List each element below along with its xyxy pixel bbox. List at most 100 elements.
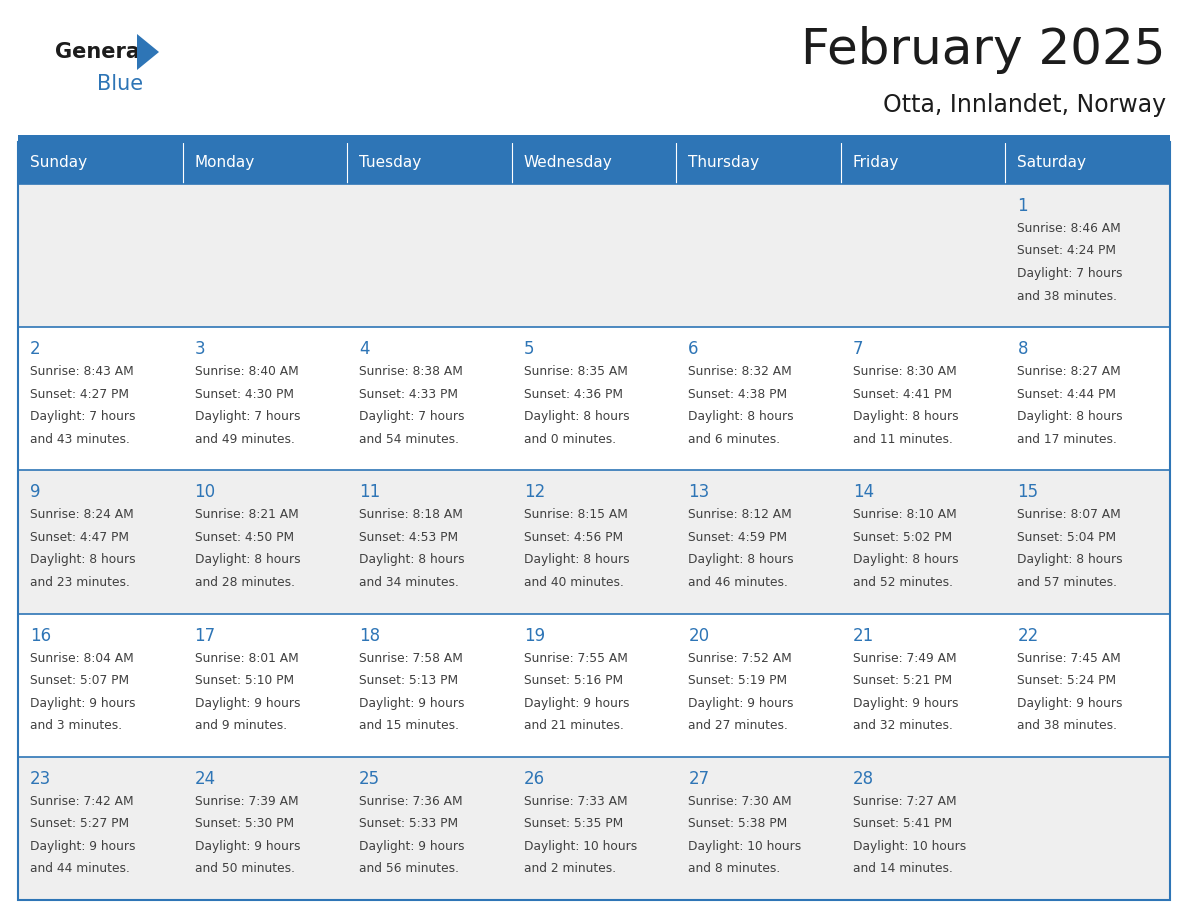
Text: Sunrise: 8:12 AM: Sunrise: 8:12 AM [688,509,792,521]
Text: Sunset: 4:33 PM: Sunset: 4:33 PM [359,387,459,400]
Text: Sunrise: 7:30 AM: Sunrise: 7:30 AM [688,795,792,808]
Text: Sunrise: 7:55 AM: Sunrise: 7:55 AM [524,652,627,665]
Text: and 34 minutes.: and 34 minutes. [359,576,459,589]
Text: and 38 minutes.: and 38 minutes. [1017,289,1118,303]
Text: Sunset: 4:44 PM: Sunset: 4:44 PM [1017,387,1117,400]
Text: 10: 10 [195,484,216,501]
Text: 22: 22 [1017,627,1038,644]
Bar [676,756,841,900]
Text: Sunrise: 7:45 AM: Sunrise: 7:45 AM [1017,652,1121,665]
Text: Sunrise: 8:46 AM: Sunrise: 8:46 AM [1017,222,1121,235]
Bar [512,613,676,756]
Text: 27: 27 [688,770,709,788]
Text: Daylight: 9 hours: Daylight: 9 hours [359,697,465,710]
Text: Daylight: 9 hours: Daylight: 9 hours [195,840,301,853]
Text: 18: 18 [359,627,380,644]
Bar [183,184,347,327]
Text: Sunrise: 7:27 AM: Sunrise: 7:27 AM [853,795,956,808]
Text: Daylight: 8 hours: Daylight: 8 hours [359,554,465,566]
Text: 16: 16 [30,627,51,644]
Bar [841,756,1005,900]
Text: 23: 23 [30,770,51,788]
Text: Sunrise: 8:27 AM: Sunrise: 8:27 AM [1017,365,1121,378]
Bar [18,142,183,184]
Text: Sunset: 4:59 PM: Sunset: 4:59 PM [688,531,788,543]
Text: Sunset: 4:30 PM: Sunset: 4:30 PM [195,387,293,400]
Text: Sunrise: 7:52 AM: Sunrise: 7:52 AM [688,652,792,665]
Text: Sunrise: 8:07 AM: Sunrise: 8:07 AM [1017,509,1121,521]
Bar [1005,142,1170,184]
Text: Daylight: 7 hours: Daylight: 7 hours [195,410,301,423]
Bar [512,470,676,613]
Text: 17: 17 [195,627,216,644]
Text: and 50 minutes.: and 50 minutes. [195,862,295,875]
Text: Sunset: 5:21 PM: Sunset: 5:21 PM [853,674,952,687]
Text: Sunset: 4:47 PM: Sunset: 4:47 PM [30,531,129,543]
Text: Daylight: 9 hours: Daylight: 9 hours [524,697,630,710]
Text: Sunrise: 8:15 AM: Sunrise: 8:15 AM [524,509,627,521]
Text: and 15 minutes.: and 15 minutes. [359,719,459,732]
Text: 28: 28 [853,770,874,788]
Text: and 46 minutes.: and 46 minutes. [688,576,788,589]
Text: Sunset: 4:53 PM: Sunset: 4:53 PM [359,531,459,543]
Bar [18,756,183,900]
Text: Daylight: 7 hours: Daylight: 7 hours [30,410,135,423]
Bar [676,184,841,327]
Text: Daylight: 8 hours: Daylight: 8 hours [1017,554,1123,566]
Text: 19: 19 [524,627,545,644]
Text: Sunset: 4:27 PM: Sunset: 4:27 PM [30,387,129,400]
Text: Sunrise: 7:49 AM: Sunrise: 7:49 AM [853,652,956,665]
Text: and 11 minutes.: and 11 minutes. [853,432,953,446]
Text: General: General [55,42,147,62]
Text: 20: 20 [688,627,709,644]
Text: Sunrise: 7:36 AM: Sunrise: 7:36 AM [359,795,463,808]
Text: Sunset: 4:36 PM: Sunset: 4:36 PM [524,387,623,400]
Bar [841,613,1005,756]
Text: and 9 minutes.: and 9 minutes. [195,719,286,732]
Bar [18,135,1170,142]
Text: Blue: Blue [97,74,143,94]
Text: 26: 26 [524,770,545,788]
Text: Sunset: 5:16 PM: Sunset: 5:16 PM [524,674,623,687]
Text: Sunset: 5:27 PM: Sunset: 5:27 PM [30,817,129,830]
Bar [676,613,841,756]
Text: Daylight: 9 hours: Daylight: 9 hours [1017,697,1123,710]
Text: 14: 14 [853,484,874,501]
Text: and 44 minutes.: and 44 minutes. [30,862,129,875]
Bar [347,613,512,756]
Text: Sunrise: 7:58 AM: Sunrise: 7:58 AM [359,652,463,665]
Text: Sunset: 5:30 PM: Sunset: 5:30 PM [195,817,293,830]
Text: 25: 25 [359,770,380,788]
Text: 9: 9 [30,484,40,501]
Text: Sunrise: 8:32 AM: Sunrise: 8:32 AM [688,365,792,378]
Text: Sunset: 4:38 PM: Sunset: 4:38 PM [688,387,788,400]
Text: Daylight: 8 hours: Daylight: 8 hours [853,554,959,566]
Text: Daylight: 8 hours: Daylight: 8 hours [688,554,794,566]
Bar [1005,470,1170,613]
Text: Daylight: 10 hours: Daylight: 10 hours [853,840,966,853]
Bar [841,470,1005,613]
Text: Daylight: 9 hours: Daylight: 9 hours [30,697,135,710]
Bar [841,327,1005,470]
Text: Sunrise: 8:10 AM: Sunrise: 8:10 AM [853,509,956,521]
Text: 11: 11 [359,484,380,501]
Text: Daylight: 8 hours: Daylight: 8 hours [688,410,794,423]
Text: Sunset: 5:38 PM: Sunset: 5:38 PM [688,817,788,830]
Text: Sunset: 4:24 PM: Sunset: 4:24 PM [1017,244,1117,258]
Text: Sunrise: 7:39 AM: Sunrise: 7:39 AM [195,795,298,808]
Text: Sunset: 5:04 PM: Sunset: 5:04 PM [1017,531,1117,543]
Text: and 32 minutes.: and 32 minutes. [853,719,953,732]
Text: Sunset: 5:33 PM: Sunset: 5:33 PM [359,817,459,830]
Text: 2: 2 [30,341,40,358]
Text: 15: 15 [1017,484,1038,501]
Text: 3: 3 [195,341,206,358]
Bar [18,613,183,756]
Text: and 40 minutes.: and 40 minutes. [524,576,624,589]
Text: Wednesday: Wednesday [524,155,613,171]
Text: and 6 minutes.: and 6 minutes. [688,432,781,446]
Bar [841,142,1005,184]
Text: 6: 6 [688,341,699,358]
Text: Sunrise: 8:38 AM: Sunrise: 8:38 AM [359,365,463,378]
Text: and 43 minutes.: and 43 minutes. [30,432,129,446]
Text: Daylight: 8 hours: Daylight: 8 hours [195,554,301,566]
